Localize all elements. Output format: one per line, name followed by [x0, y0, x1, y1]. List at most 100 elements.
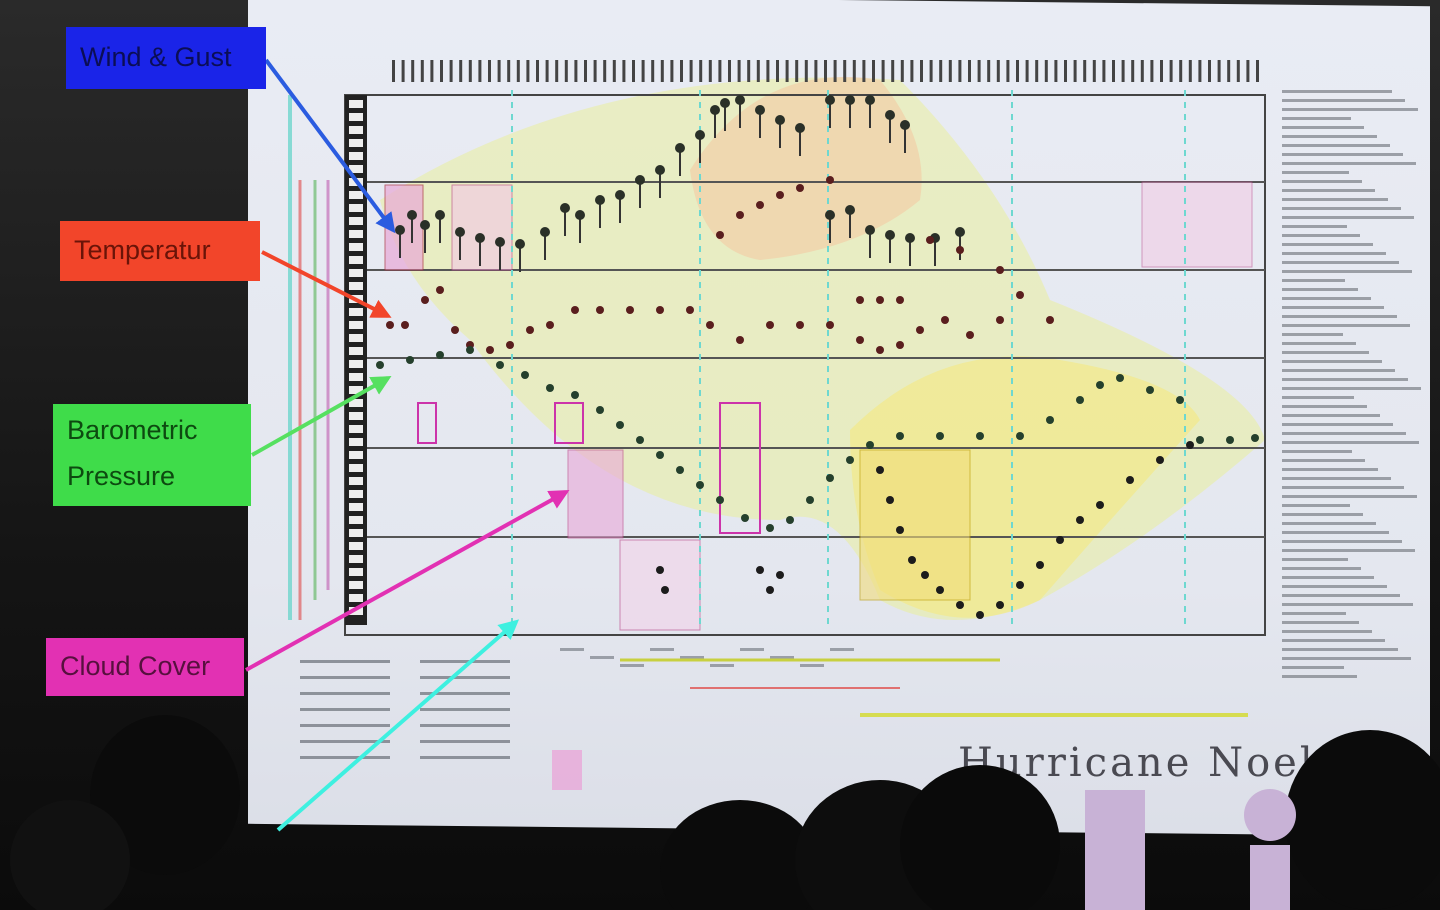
tick-mark: [891, 60, 895, 82]
dot-icon: [506, 341, 514, 349]
dot-icon: [896, 526, 904, 534]
tick-mark: [1054, 60, 1058, 82]
tick-mark: [1246, 60, 1250, 82]
dot-icon: [661, 586, 669, 594]
tick-mark: [1035, 60, 1039, 82]
cloud-cover-callout: Cloud Cover: [46, 638, 244, 696]
tick-mark: [996, 60, 1000, 82]
tick-mark: [411, 60, 415, 82]
tick-mark: [689, 60, 693, 82]
dot-icon: [796, 184, 804, 192]
tick-mark: [1083, 60, 1087, 82]
tick-mark: [1131, 60, 1135, 82]
tick-mark: [1073, 60, 1077, 82]
tick-mark: [776, 60, 779, 82]
tick-mark: [948, 60, 952, 82]
dot-icon: [865, 95, 875, 105]
dot-icon: [720, 98, 730, 108]
tick-mark: [651, 60, 655, 82]
tick-mark: [728, 60, 731, 82]
dot-icon: [560, 203, 570, 213]
tick-mark: [468, 60, 472, 82]
dot-icon: [736, 211, 744, 219]
tick-mark: [536, 60, 539, 82]
dot-icon: [451, 326, 459, 334]
wind-arrow-icon: [264, 58, 396, 234]
dot-icon: [885, 110, 895, 120]
dot-icon: [776, 191, 784, 199]
dot-icon: [401, 321, 409, 329]
dot-icon: [896, 341, 904, 349]
tick-mark: [1092, 60, 1096, 82]
dot-icon: [826, 176, 834, 184]
tick-mark: [1025, 60, 1029, 82]
tick-mark: [977, 60, 981, 82]
dot-icon: [1176, 396, 1184, 404]
dot-icon: [496, 361, 504, 369]
dot-icon: [675, 143, 685, 153]
dot-icon: [526, 326, 534, 334]
tick-mark: [900, 60, 904, 82]
tick-mark: [1198, 60, 1202, 82]
tick-mark: [593, 60, 597, 82]
tick-mark: [1256, 60, 1259, 82]
dot-icon: [521, 371, 529, 379]
dot-icon: [856, 336, 864, 344]
pressure-arrow-icon: [251, 376, 392, 457]
tick-mark: [564, 60, 568, 82]
dot-icon: [1016, 291, 1024, 299]
pressure-callout: Barometric Pressure: [53, 404, 251, 506]
tick-mark: [1006, 60, 1010, 82]
dot-icon: [976, 611, 984, 619]
dot-icon: [1156, 456, 1164, 464]
dot-icon: [756, 566, 764, 574]
dot-icon: [956, 601, 964, 609]
pressure-label-line2: Pressure: [67, 460, 176, 491]
dot-icon: [936, 586, 944, 594]
tick-mark: [449, 60, 453, 82]
tick-mark: [824, 60, 827, 82]
pressure-label-line1: Barometric: [67, 415, 198, 445]
dot-icon: [876, 466, 884, 474]
dot-icon: [886, 496, 894, 504]
tick-mark: [852, 60, 856, 82]
dot-icon: [475, 233, 485, 243]
wind-gust-label: Wind & Gust: [80, 42, 232, 73]
tick-mark: [526, 60, 530, 82]
tick-mark: [392, 60, 395, 82]
dot-icon: [876, 296, 884, 304]
wind-series: [395, 95, 965, 272]
tick-mark: [641, 60, 645, 82]
tick-mark: [516, 60, 520, 82]
tick-mark: [862, 60, 866, 82]
dot-icon: [1096, 381, 1104, 389]
tick-mark: [718, 60, 722, 82]
dot-icon: [546, 384, 554, 392]
dot-icon: [766, 524, 774, 532]
dot-icon: [1076, 396, 1084, 404]
dot-icon: [407, 210, 417, 220]
dot-icon: [776, 571, 784, 579]
dot-icon: [376, 361, 384, 369]
dot-icon: [716, 496, 724, 504]
dot-icon: [656, 566, 664, 574]
dot-icon: [615, 190, 625, 200]
tick-mark: [507, 60, 511, 82]
tick-mark: [804, 60, 808, 82]
dot-icon: [495, 237, 505, 247]
tick-mark: [737, 60, 741, 82]
tick-mark: [440, 60, 443, 82]
tick-mark: [603, 60, 607, 82]
tick-mark: [660, 60, 664, 82]
tick-mark: [1236, 60, 1240, 82]
dot-icon: [900, 120, 910, 130]
tick-mark: [1208, 60, 1211, 82]
dot-icon: [955, 227, 965, 237]
dot-icon: [571, 306, 579, 314]
dot-icon: [976, 432, 984, 440]
dot-icon: [420, 220, 430, 230]
dot-icon: [436, 351, 444, 359]
tick-mark: [910, 60, 914, 82]
dot-icon: [616, 421, 624, 429]
